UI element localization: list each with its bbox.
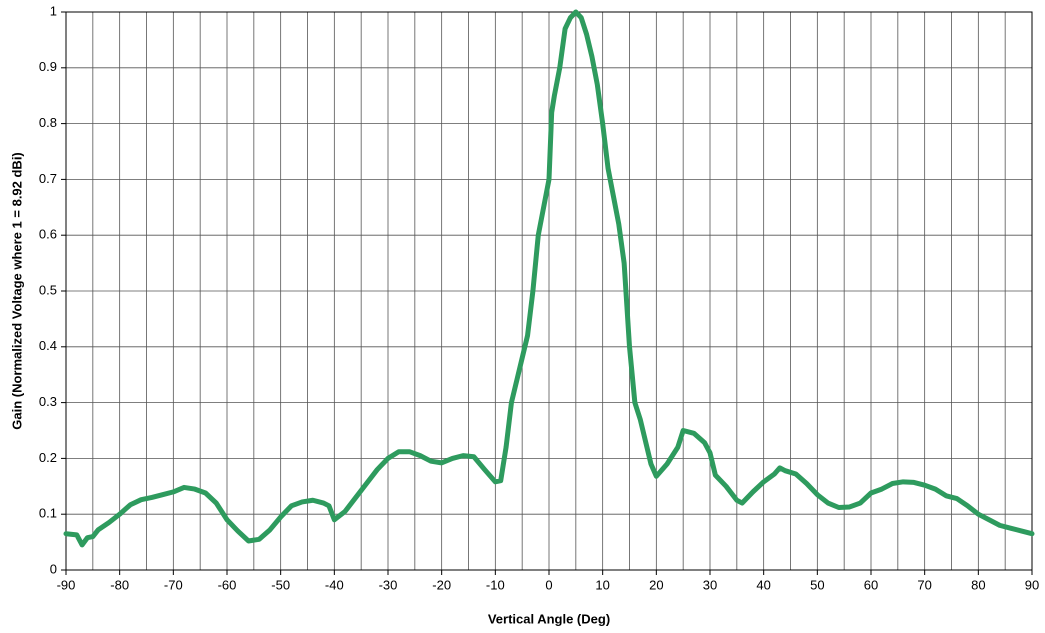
x-tick-label: 60: [864, 577, 878, 592]
x-tick-label: -60: [218, 577, 237, 592]
y-tick-label: 0.9: [39, 59, 57, 74]
x-tick-label: 10: [595, 577, 609, 592]
y-tick-label: 0.7: [39, 171, 57, 186]
y-tick-label: 1: [50, 3, 57, 18]
y-tick-label: 0.8: [39, 115, 57, 130]
x-tick-label: -30: [379, 577, 398, 592]
x-tick-label: -70: [164, 577, 183, 592]
x-tick-label: -90: [57, 577, 76, 592]
y-tick-label: 0.6: [39, 227, 57, 242]
x-tick-label: 0: [545, 577, 552, 592]
x-tick-label: 40: [756, 577, 770, 592]
x-tick-label: -50: [271, 577, 290, 592]
y-tick-label: 0.2: [39, 450, 57, 465]
y-axis-title: Gain (Normalized Voltage where 1 = 8.92 …: [9, 152, 24, 430]
x-tick-label: -20: [432, 577, 451, 592]
plot-frame: [65, 11, 1033, 571]
x-axis-title: Vertical Angle (Deg): [488, 611, 610, 626]
y-tick-label: 0.1: [39, 506, 57, 521]
x-tick-label: 90: [1025, 577, 1039, 592]
y-tick-label: 0: [50, 561, 57, 576]
x-tick-label: 30: [703, 577, 717, 592]
x-tick-label: 70: [917, 577, 931, 592]
x-tick-label: -80: [110, 577, 129, 592]
y-tick-label: 0.3: [39, 394, 57, 409]
x-tick-label: -40: [325, 577, 344, 592]
y-tick-label: 0.4: [39, 338, 57, 353]
x-tick-label: 50: [810, 577, 824, 592]
line-series: [63, 9, 1035, 548]
x-tick-label: 20: [649, 577, 663, 592]
y-tick-label: 0.5: [39, 282, 57, 297]
x-tick-label: -10: [486, 577, 505, 592]
x-tick-label: 80: [971, 577, 985, 592]
